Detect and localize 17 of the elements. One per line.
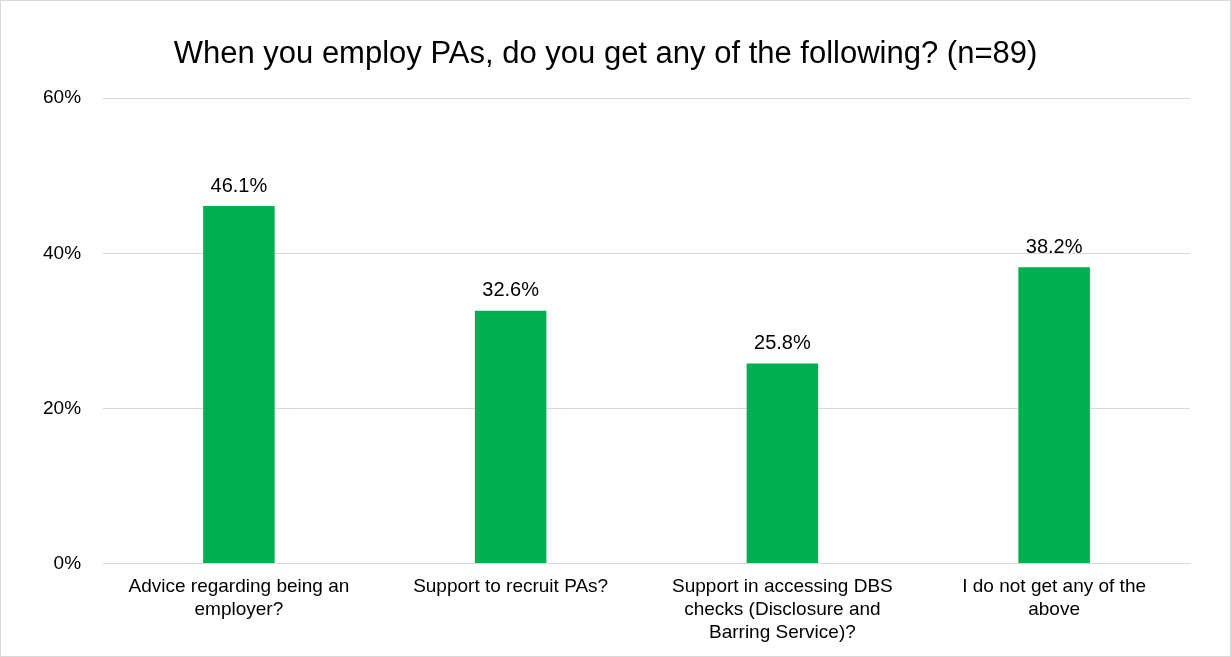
x-tick-label: I do not get any of the above <box>962 575 1147 620</box>
bar <box>1018 267 1090 564</box>
data-label: 32.6% <box>482 278 540 301</box>
data-label: 46.1% <box>210 173 268 196</box>
y-tick-label: 40% <box>43 241 82 263</box>
bar <box>474 310 547 564</box>
bar <box>746 363 819 564</box>
x-tick-label: Support in accessing DBS checks (Disclosure and Barring Service)? <box>672 575 893 642</box>
x-tick-label: Advice regarding being an employer? <box>128 575 350 620</box>
chart-title: When you employ PAs, do you get any of the following? (n=89) <box>173 35 1038 71</box>
y-tick-label: 60% <box>43 86 82 108</box>
x-tick-label: Support to recruit PAs? <box>413 575 609 597</box>
data-label: 25.8% <box>754 330 811 353</box>
y-tick-label: 20% <box>43 396 82 418</box>
bar <box>203 206 275 564</box>
y-tick-label: 0% <box>53 551 82 573</box>
data-label: 38.2% <box>1025 234 1083 257</box>
